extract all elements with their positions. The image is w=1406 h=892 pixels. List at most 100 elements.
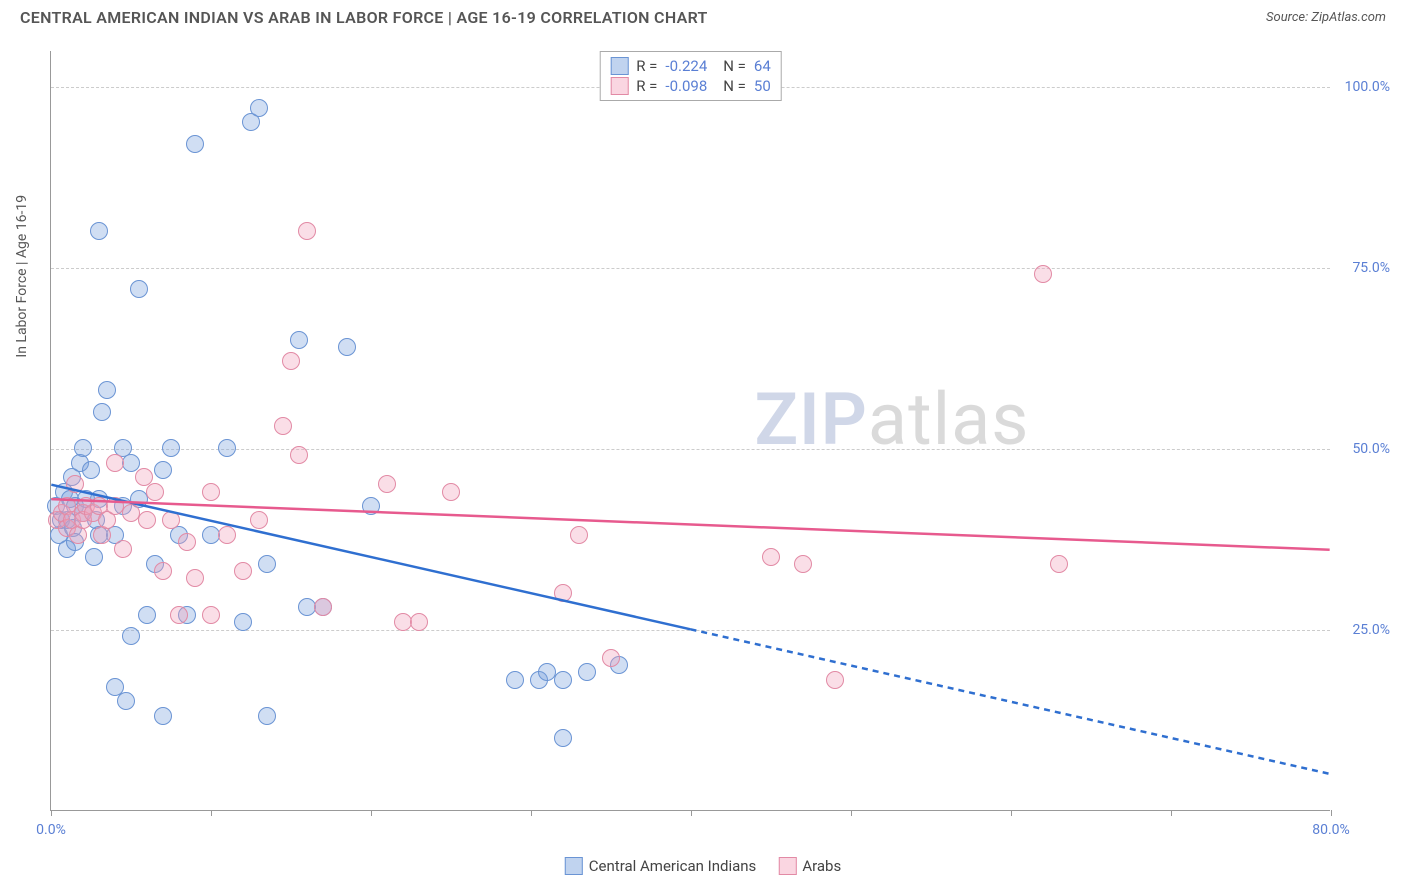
n-label: N = — [723, 57, 746, 75]
data-point — [442, 483, 460, 501]
series-legend: Central American Indians Arabs — [565, 857, 841, 875]
grid-line — [51, 268, 1330, 269]
y-tick-label: 50.0% — [1335, 441, 1390, 457]
data-point — [554, 729, 572, 747]
data-point — [1034, 265, 1052, 283]
y-tick-label: 75.0% — [1335, 260, 1390, 276]
x-tick-label: 0.0% — [36, 822, 66, 838]
data-point — [146, 483, 164, 501]
data-point — [154, 707, 172, 725]
data-point — [114, 540, 132, 558]
data-point — [234, 562, 252, 580]
data-point — [138, 511, 156, 529]
data-point — [117, 692, 135, 710]
data-point — [154, 461, 172, 479]
series-legend-item: Central American Indians — [565, 857, 757, 875]
n-value-1: 50 — [754, 77, 771, 95]
x-tick-label: 80.0% — [1312, 822, 1350, 838]
data-point — [85, 548, 103, 566]
data-point — [506, 671, 524, 689]
x-tick — [691, 810, 692, 816]
data-point — [234, 613, 252, 631]
data-point — [250, 99, 268, 117]
data-point — [338, 338, 356, 356]
n-label: N = — [723, 77, 746, 95]
series-label-0: Central American Indians — [589, 857, 757, 875]
data-point — [826, 671, 844, 689]
trend-lines-layer — [51, 51, 1330, 810]
data-point — [298, 222, 316, 240]
data-point — [282, 352, 300, 370]
x-tick — [531, 810, 532, 816]
data-point — [202, 606, 220, 624]
x-tick — [51, 810, 52, 816]
data-point — [578, 663, 596, 681]
data-point — [74, 439, 92, 457]
data-point — [290, 446, 308, 464]
plot-area: ZIPatlas R = -0.224 N = 64 R = -0.098 N … — [50, 51, 1330, 811]
data-point — [314, 598, 332, 616]
data-point — [202, 483, 220, 501]
chart-header: CENTRAL AMERICAN INDIAN VS ARAB IN LABOR… — [0, 0, 1406, 31]
series-legend-item: Arabs — [778, 857, 841, 875]
data-point — [602, 649, 620, 667]
legend-swatch-series-0 — [610, 57, 628, 75]
data-point — [154, 562, 172, 580]
x-tick — [371, 810, 372, 816]
data-point — [794, 555, 812, 573]
y-axis-title: In Labor Force | Age 16-19 — [14, 195, 30, 358]
data-point — [98, 381, 116, 399]
data-point — [410, 613, 428, 631]
x-tick — [1171, 810, 1172, 816]
data-point — [122, 627, 140, 645]
data-point — [162, 439, 180, 457]
source-attribution: Source: ZipAtlas.com — [1266, 10, 1386, 25]
data-point — [762, 548, 780, 566]
legend-swatch-series-1 — [610, 77, 628, 95]
grid-line — [51, 449, 1330, 450]
correlation-legend-row: R = -0.098 N = 50 — [610, 76, 771, 96]
data-point — [178, 533, 196, 551]
series-label-1: Arabs — [802, 857, 841, 875]
y-tick-label: 25.0% — [1335, 622, 1390, 638]
data-point — [290, 331, 308, 349]
r-value-1: -0.098 — [665, 77, 707, 95]
data-point — [218, 526, 236, 544]
data-point — [130, 280, 148, 298]
data-point — [66, 475, 84, 493]
data-point — [218, 439, 236, 457]
correlation-legend-row: R = -0.224 N = 64 — [610, 56, 771, 76]
data-point — [378, 475, 396, 493]
chart-container: In Labor Force | Age 16-19 ZIPatlas R = … — [0, 31, 1406, 887]
data-point — [186, 135, 204, 153]
data-point — [258, 707, 276, 725]
data-point — [554, 584, 572, 602]
data-point — [162, 511, 180, 529]
n-value-0: 64 — [754, 57, 771, 75]
data-point — [186, 569, 204, 587]
r-label: R = — [636, 57, 657, 75]
data-point — [90, 222, 108, 240]
data-point — [258, 555, 276, 573]
x-tick — [851, 810, 852, 816]
data-point — [570, 526, 588, 544]
data-point — [106, 454, 124, 472]
data-point — [274, 417, 292, 435]
x-tick — [211, 810, 212, 816]
data-point — [82, 461, 100, 479]
data-point — [93, 403, 111, 421]
data-point — [554, 671, 572, 689]
x-tick — [1011, 810, 1012, 816]
legend-swatch-series-0 — [565, 857, 583, 875]
data-point — [1050, 555, 1068, 573]
correlation-legend: R = -0.224 N = 64 R = -0.098 N = 50 — [599, 51, 782, 101]
chart-title: CENTRAL AMERICAN INDIAN VS ARAB IN LABOR… — [20, 8, 708, 27]
y-tick-label: 100.0% — [1335, 79, 1390, 95]
legend-swatch-series-1 — [778, 857, 796, 875]
data-point — [170, 606, 188, 624]
r-label: R = — [636, 77, 657, 95]
data-point — [362, 497, 380, 515]
data-point — [250, 511, 268, 529]
data-point — [138, 606, 156, 624]
x-tick — [1331, 810, 1332, 816]
